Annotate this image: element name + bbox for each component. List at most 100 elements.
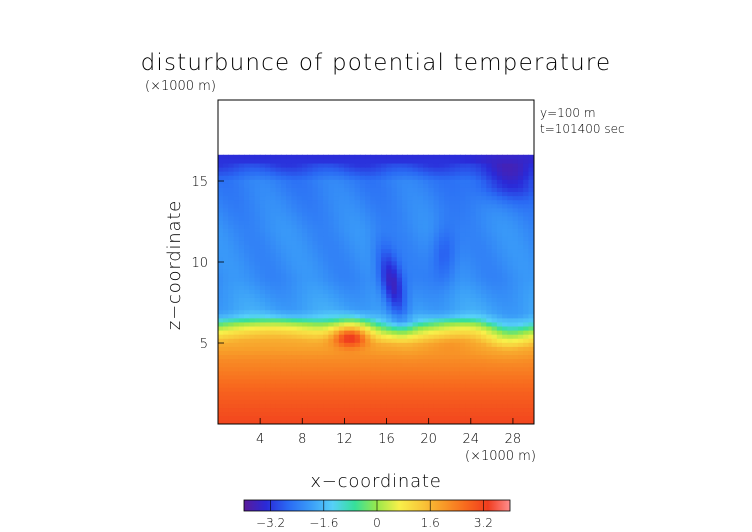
field-cell — [433, 411, 440, 417]
field-cell — [333, 281, 340, 286]
field-cell — [417, 228, 424, 233]
field-cell — [380, 236, 387, 241]
field-cell — [407, 411, 414, 417]
field-cell — [470, 342, 477, 347]
field-cell — [323, 281, 329, 286]
field-cell — [507, 370, 514, 376]
field-cell — [502, 240, 508, 246]
field-cell — [391, 403, 398, 409]
field-cell — [402, 277, 408, 282]
field-cell — [259, 219, 266, 225]
field-cell — [238, 281, 245, 286]
field-cell — [412, 171, 419, 176]
field-cell — [502, 232, 508, 237]
field-cell — [449, 191, 456, 197]
field-cell — [523, 329, 530, 335]
field-cell — [454, 285, 461, 290]
field-cell — [502, 313, 508, 319]
field-cell — [228, 387, 235, 392]
field-cell — [375, 399, 382, 404]
field-cell — [380, 158, 387, 164]
field-cell — [407, 338, 414, 343]
field-cell — [391, 382, 398, 388]
field-cell — [502, 321, 508, 327]
field-cell — [312, 158, 319, 164]
field-cell — [218, 362, 224, 368]
field-cell — [222, 236, 229, 241]
field-cell — [354, 297, 361, 303]
field-cell — [244, 268, 250, 274]
field-cell — [481, 382, 487, 388]
field-cell — [280, 199, 287, 205]
field-cell — [333, 162, 340, 168]
field-cell — [433, 272, 440, 278]
field-cell — [433, 281, 440, 286]
field-cell — [470, 407, 477, 413]
field-cell — [417, 219, 424, 225]
field-cell — [286, 207, 293, 213]
field-cell — [407, 154, 414, 160]
field-cell — [459, 374, 466, 380]
field-cell — [249, 154, 256, 160]
field-cell — [270, 407, 277, 413]
field-cell — [470, 281, 477, 286]
field-cell — [423, 256, 429, 262]
field-cell — [317, 203, 324, 209]
field-cell — [222, 366, 229, 372]
field-cell — [386, 403, 393, 409]
field-cell — [486, 154, 493, 160]
field-cell — [307, 268, 314, 274]
field-cell — [517, 277, 524, 282]
field-cell — [391, 219, 398, 225]
field-cell — [275, 403, 282, 409]
field-cell — [359, 183, 366, 188]
field-cell — [507, 403, 514, 409]
field-cell — [502, 289, 508, 294]
field-cell — [317, 219, 324, 225]
field-cell — [438, 219, 445, 225]
field-cell — [370, 248, 377, 254]
field-cell — [423, 334, 429, 339]
field-cell — [328, 366, 335, 372]
field-cell — [396, 240, 403, 246]
field-cell — [470, 268, 477, 274]
field-cell — [517, 297, 524, 303]
field-cell — [286, 407, 293, 413]
field-cell — [259, 321, 266, 327]
field-cell — [270, 289, 277, 294]
field-cell — [349, 211, 356, 217]
field-cell — [512, 260, 519, 266]
field-cell — [338, 317, 345, 323]
field-cell — [233, 260, 240, 266]
field-cell — [380, 199, 387, 205]
field-cell — [317, 268, 324, 274]
field-cell — [428, 171, 435, 176]
field-cell — [275, 167, 282, 172]
field-cell — [312, 268, 319, 274]
field-cell — [222, 268, 229, 274]
field-cell — [402, 415, 408, 421]
field-cell — [344, 305, 350, 311]
field-cell — [296, 297, 303, 303]
field-cell — [301, 158, 308, 164]
field-cell — [449, 358, 456, 364]
field-cell — [454, 321, 461, 327]
field-cell — [270, 305, 277, 311]
field-cell — [396, 342, 403, 347]
field-cell — [259, 281, 266, 286]
field-cell — [349, 411, 356, 417]
field-cell — [344, 154, 350, 160]
field-cell — [344, 187, 350, 193]
field-cell — [507, 236, 514, 241]
field-cell — [228, 248, 235, 254]
field-cell — [222, 199, 229, 205]
field-cell — [354, 232, 361, 237]
field-cell — [496, 391, 503, 396]
field-cell — [275, 199, 282, 205]
field-cell — [475, 187, 482, 193]
field-cell — [238, 207, 245, 213]
field-cell — [459, 305, 466, 311]
field-cell — [523, 407, 530, 413]
field-cell — [344, 382, 350, 388]
field-cell — [502, 187, 508, 193]
